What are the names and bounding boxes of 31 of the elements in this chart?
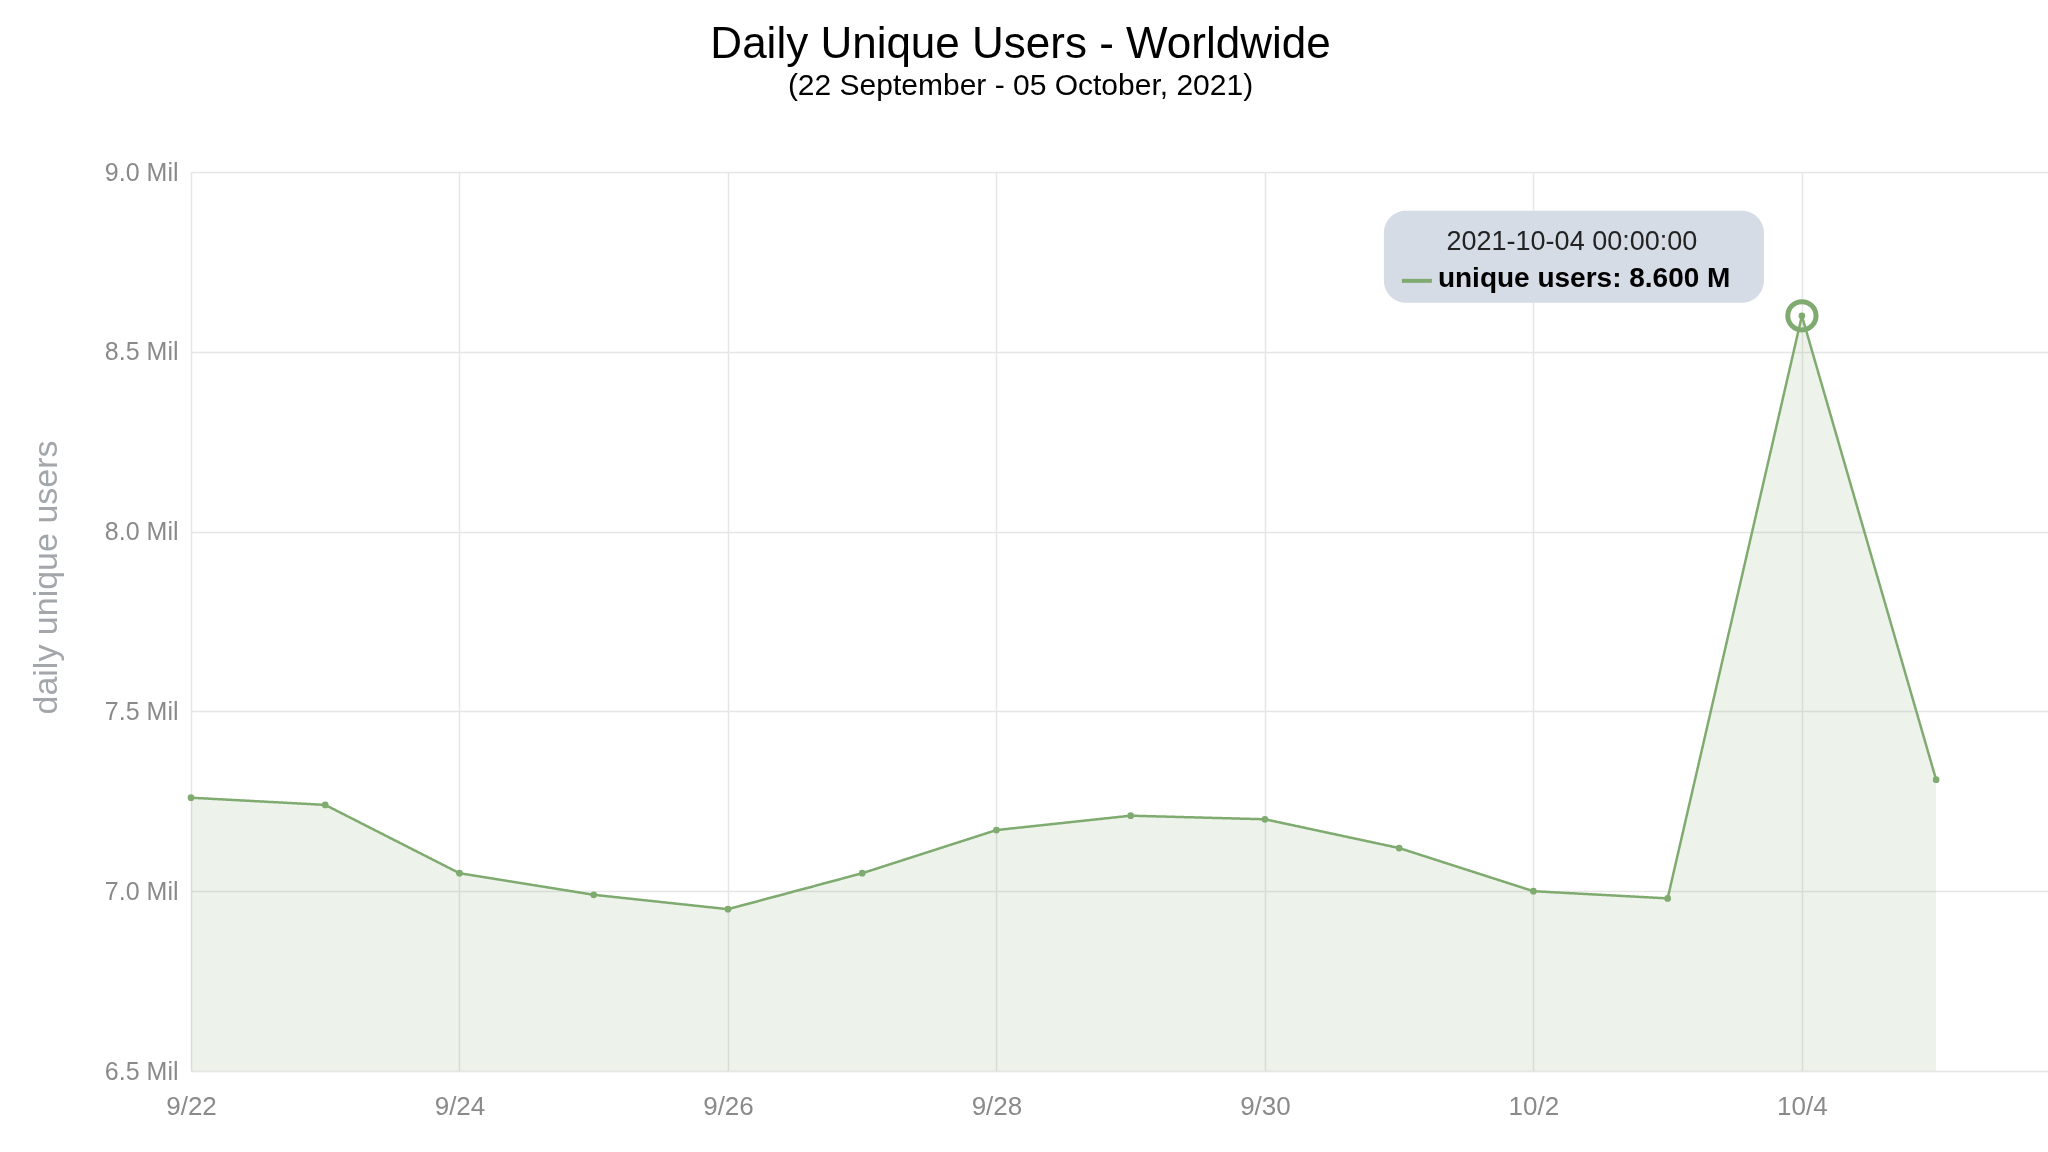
y-tick-label: 8.0 Mil	[104, 517, 179, 546]
point	[187, 794, 195, 802]
x-tick-label: 9/30	[1240, 1090, 1291, 1121]
x-tick-label: 9/22	[166, 1090, 217, 1121]
x-tick-label: 10/2	[1508, 1090, 1560, 1121]
x-tick-label: 10/4	[1777, 1090, 1828, 1121]
point	[1261, 815, 1269, 823]
y-tick-label: 9.0 Mil	[104, 157, 179, 186]
x-tick-label: 9/28	[971, 1090, 1023, 1121]
y-tick-label: 7.5 Mil	[104, 696, 179, 725]
y-tick-label: 8.5 Mil	[104, 337, 179, 366]
chart-subtitle: (22 September - 05 October, 2021)	[787, 68, 1254, 101]
x-tick-label: 9/26	[703, 1090, 754, 1121]
point	[321, 801, 329, 809]
point	[1932, 776, 1940, 784]
annotation: 2021-10-04 00:00:00	[1446, 225, 1698, 256]
y-tick-label: 6.5 Mil	[104, 1056, 179, 1085]
x-tick-label: 9/24	[434, 1090, 486, 1121]
point	[1395, 844, 1403, 852]
point	[1127, 812, 1135, 820]
point	[1530, 887, 1537, 895]
point	[590, 891, 598, 899]
point	[724, 905, 732, 913]
y-axis-title: daily unique users	[25, 440, 64, 715]
y-tick-label: 7.0 Mil	[104, 876, 179, 905]
point	[456, 869, 463, 877]
annotation: unique users: 8.600 M	[1437, 261, 1731, 293]
chart-title: Daily Unique Users - Worldwide	[710, 18, 1331, 67]
point	[1664, 895, 1671, 902]
point	[858, 869, 866, 877]
point	[993, 826, 1000, 834]
